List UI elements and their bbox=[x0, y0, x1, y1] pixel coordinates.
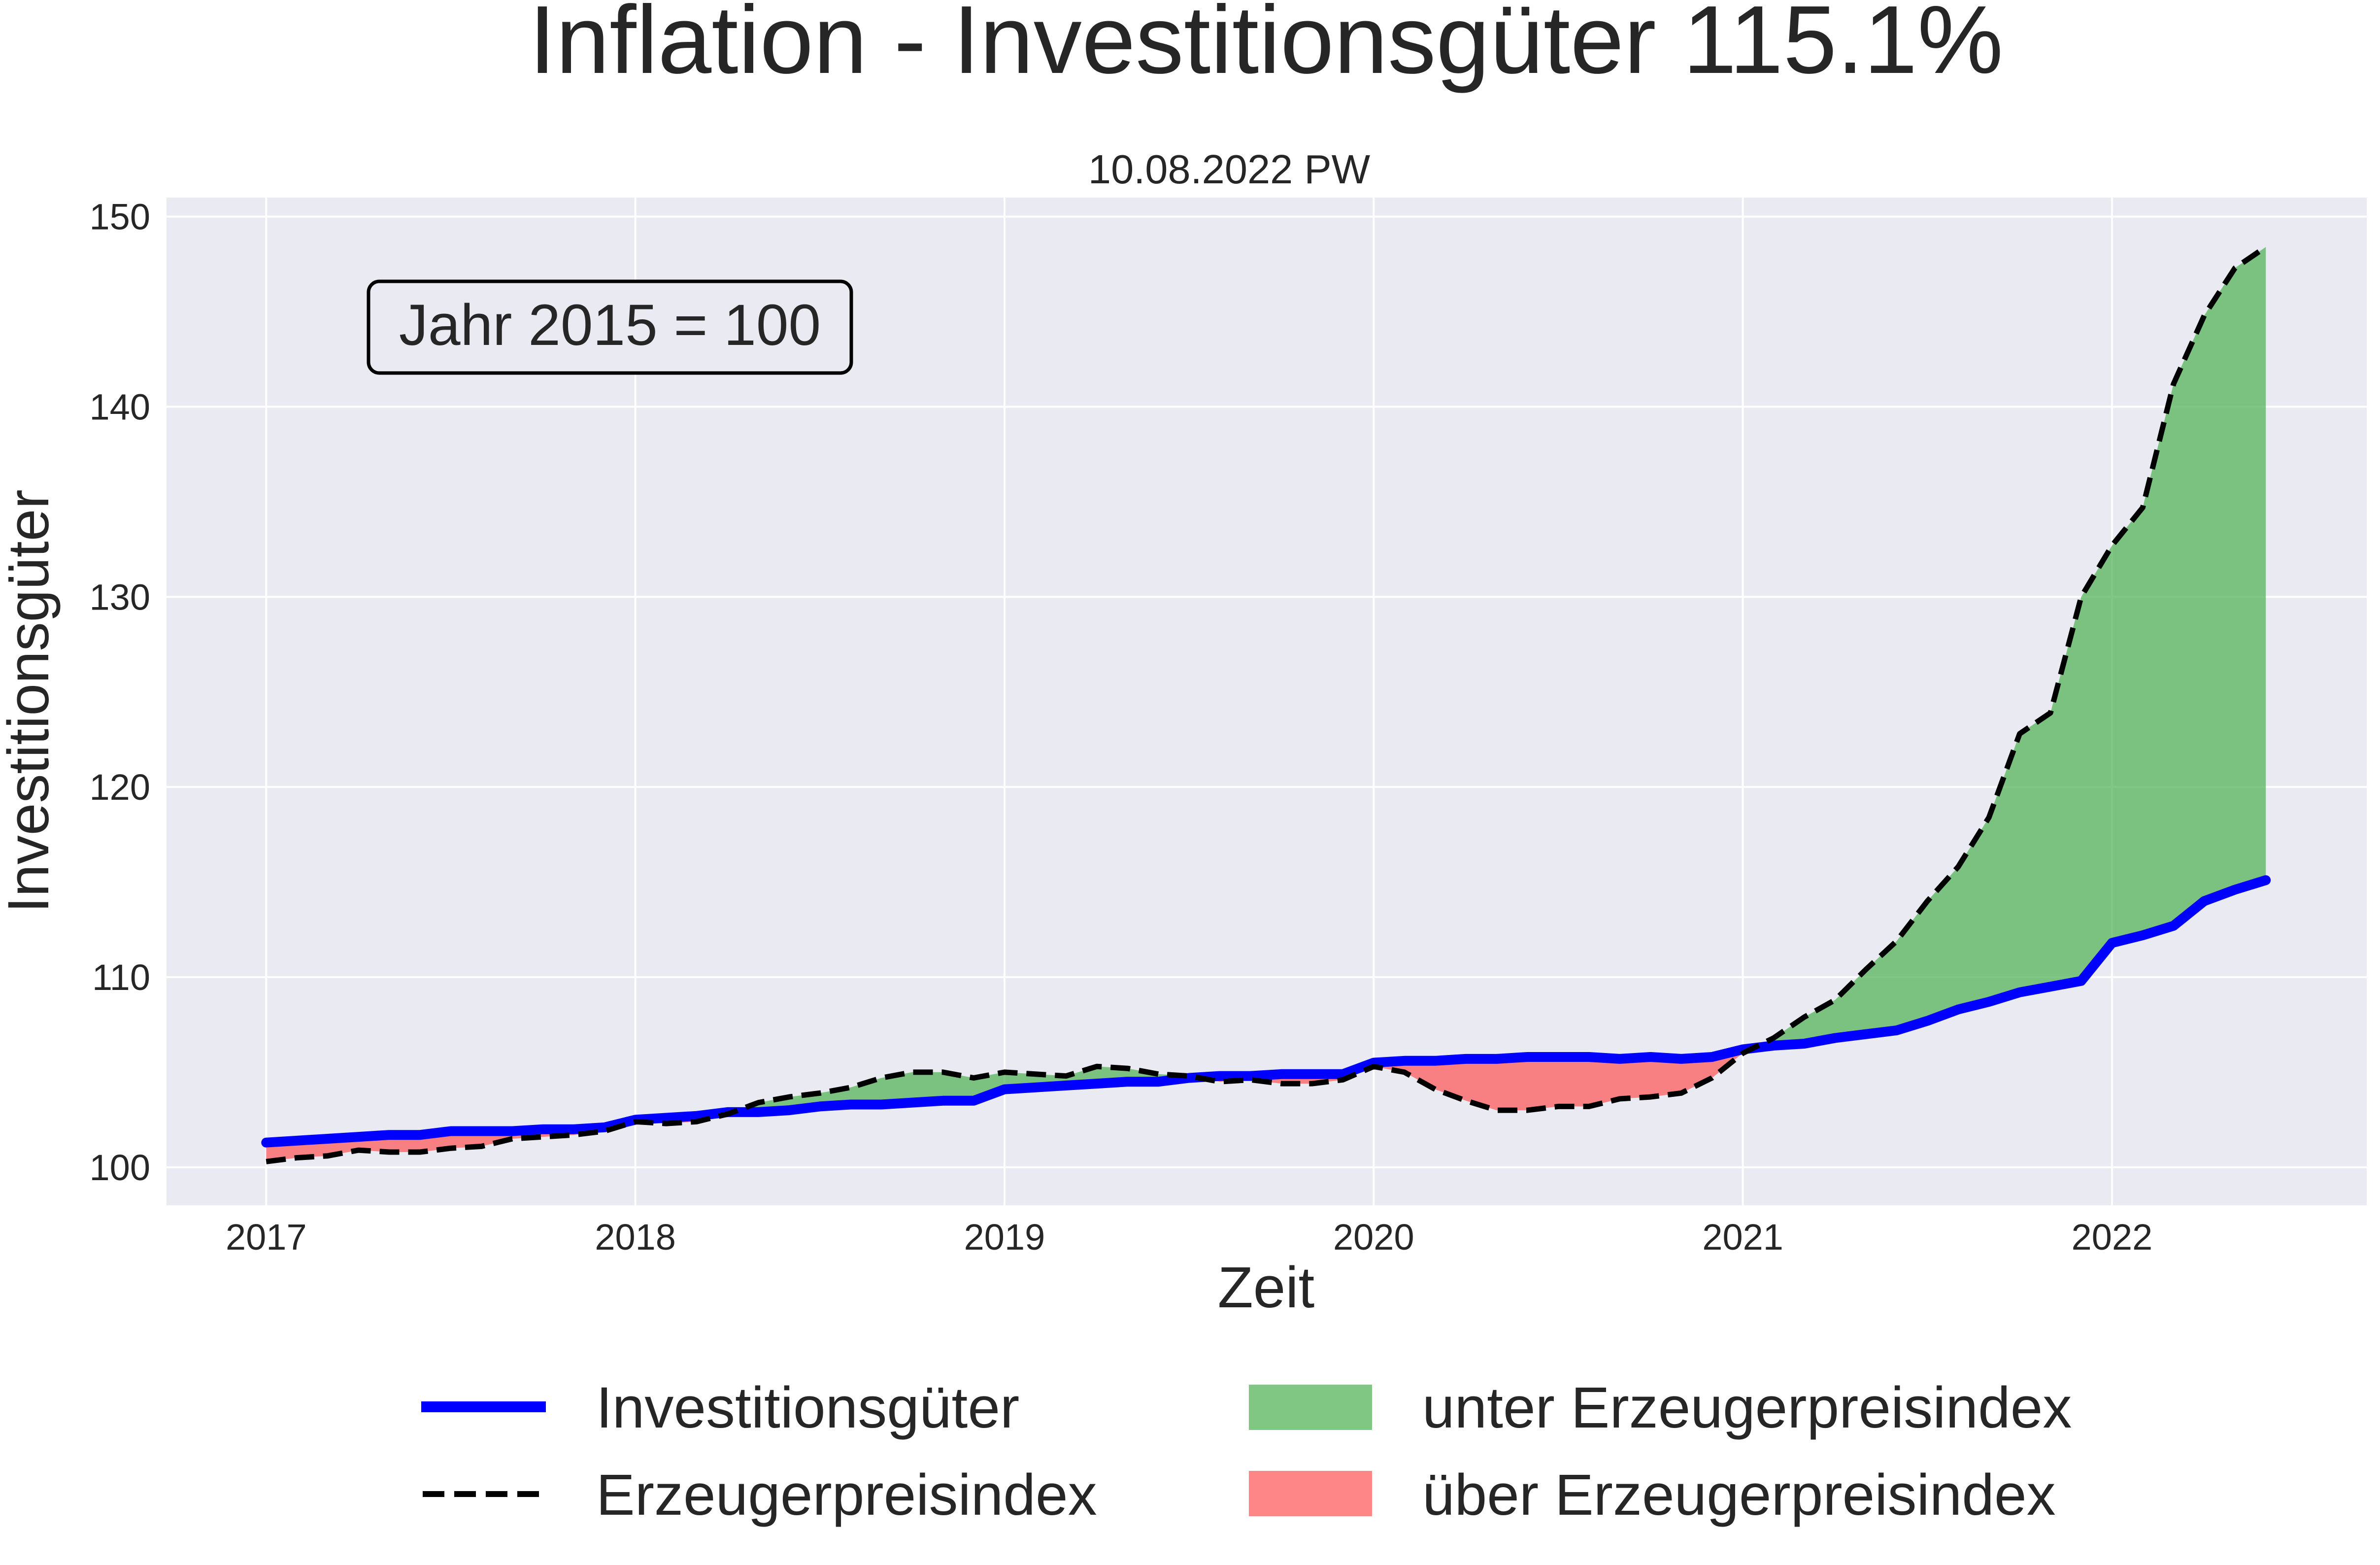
grid bbox=[167, 198, 2367, 1205]
legend-label-ueber: über Erzeugerpreisindex bbox=[1422, 1463, 2056, 1528]
y-tick-label: 100 bbox=[90, 1147, 150, 1188]
x-tick-label: 2018 bbox=[595, 1217, 676, 1258]
x-tick-label: 2021 bbox=[1702, 1217, 1783, 1258]
chart-title: Inflation - Investitionsgüter 115.1% bbox=[529, 0, 2004, 94]
fill-region-unter bbox=[1753, 247, 2266, 1048]
x-tick-label: 2020 bbox=[1333, 1217, 1414, 1258]
series-line-investitionsgueter bbox=[261, 875, 2271, 1148]
x-ticks: 2017 2018 2019 2020 2021 2022 bbox=[226, 1217, 2152, 1258]
x-axis-label: Zeit bbox=[1218, 1255, 1315, 1320]
fill-region-ueber bbox=[1197, 1048, 1753, 1111]
legend-swatch-ueber bbox=[1249, 1471, 1372, 1516]
y-ticks: 100 110 120 130 140 150 bbox=[90, 197, 150, 1188]
y-axis-label: Investitionsgüter bbox=[0, 489, 61, 913]
chart-subtitle: 10.08.2022 PW bbox=[1088, 146, 1371, 192]
legend: Investitionsgüter Erzeugerpreisindex unt… bbox=[421, 1375, 2072, 1528]
annotation-box: Jahr 2015 = 100 bbox=[367, 279, 853, 375]
y-tick-label: 110 bbox=[92, 957, 150, 998]
y-tick-label: 120 bbox=[90, 767, 150, 808]
legend-label-investitionsgueter: Investitionsgüter bbox=[596, 1375, 1019, 1440]
y-tick-label: 140 bbox=[90, 386, 150, 427]
x-tick-label: 2019 bbox=[964, 1217, 1045, 1258]
y-tick-label: 130 bbox=[90, 577, 150, 617]
series-lines bbox=[261, 244, 2271, 1164]
legend-label-erzeugerpreisindex: Erzeugerpreisindex bbox=[596, 1463, 1097, 1528]
legend-swatch-unter bbox=[1249, 1385, 1372, 1430]
x-tick-label: 2017 bbox=[226, 1217, 307, 1258]
y-tick-label: 150 bbox=[90, 197, 150, 238]
legend-label-unter: unter Erzeugerpreisindex bbox=[1422, 1375, 2072, 1440]
series-line-erzeugerpreisindex bbox=[266, 244, 2268, 1164]
annotation-text: Jahr 2015 = 100 bbox=[399, 293, 821, 358]
x-tick-label: 2022 bbox=[2072, 1217, 2153, 1258]
